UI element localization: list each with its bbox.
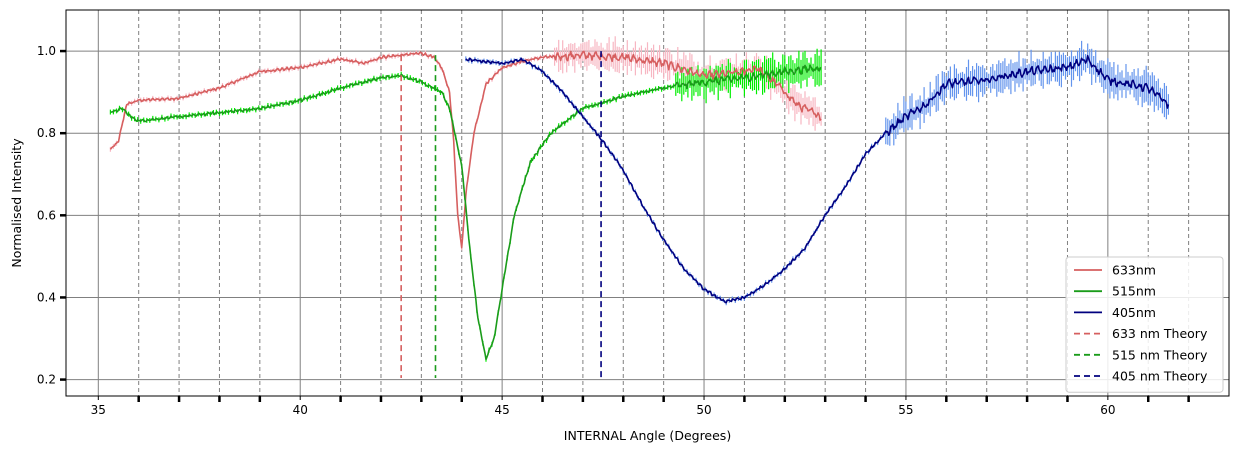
x-tick-label: 55 <box>898 403 913 417</box>
legend-label-633 nm Theory: 633 nm Theory <box>1112 326 1208 341</box>
series-line-633nm <box>109 50 822 249</box>
x-tick-label: 35 <box>91 403 106 417</box>
y-tick-label: 0.4 <box>37 290 56 304</box>
series-line-515nm <box>110 64 822 361</box>
legend-label-405 nm Theory: 405 nm Theory <box>1112 369 1208 384</box>
x-axis-label: INTERNAL Angle (Degrees) <box>564 428 731 443</box>
y-tick-label: 0.8 <box>37 126 56 140</box>
y-tick-label: 0.2 <box>37 373 56 387</box>
legend-box <box>1065 256 1224 393</box>
legend-label-633nm: 633nm <box>1112 263 1156 278</box>
legend: 633nm 515nm 405nm 633 nm Theory 515 nm Theor… <box>1065 256 1224 393</box>
y-tick-label: 1.0 <box>37 44 56 58</box>
series-line-405nm <box>465 54 1170 304</box>
legend-label-515 nm Theory: 515 nm Theory <box>1112 347 1208 362</box>
legend-label-405nm: 405nm <box>1112 305 1156 320</box>
theory-lines <box>400 51 602 378</box>
x-tick-label: 60 <box>1100 403 1115 417</box>
x-tick-label: 45 <box>494 403 509 417</box>
x-axis-ticks: 35 40 45 50 55 60 <box>91 396 1190 417</box>
x-tick-label: 40 <box>293 403 308 417</box>
x-tick-label: 50 <box>696 403 711 417</box>
y-axis-ticks: 0.2 0.4 0.6 0.8 1.0 <box>37 44 66 387</box>
y-axis-label: Normalised Intensity <box>9 138 24 268</box>
plot-area-frame <box>65 9 1230 397</box>
legend-label-515nm: 515nm <box>1112 284 1156 299</box>
y-tick-label: 0.6 <box>37 208 56 222</box>
series-lines <box>109 50 1170 361</box>
